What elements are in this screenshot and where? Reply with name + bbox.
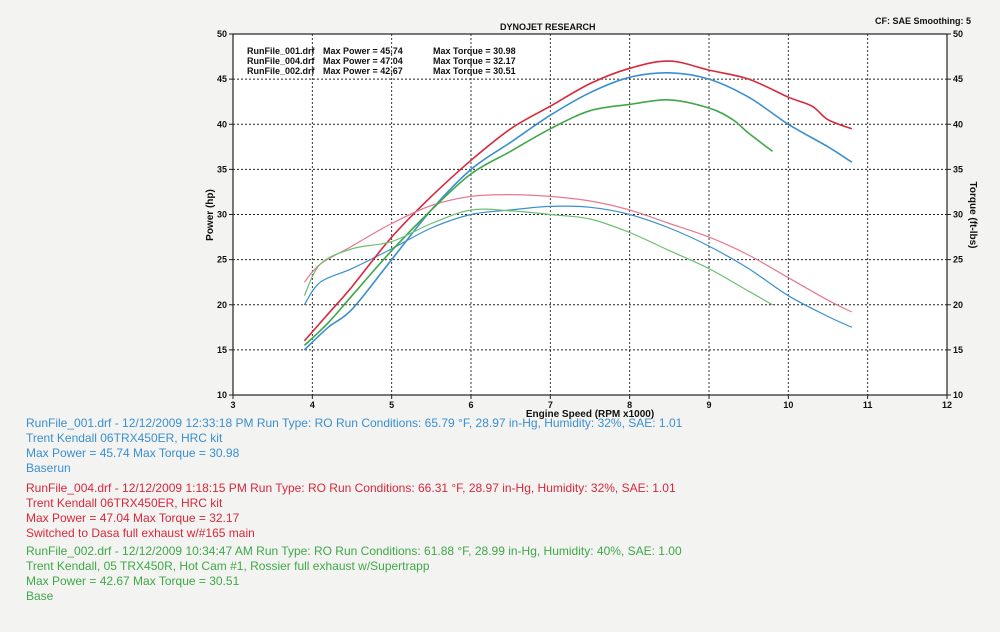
series-line-torque [303, 194, 853, 313]
series-line-power [303, 71, 853, 351]
x-axis-label: Engine Speed (RPM x1000) [526, 409, 654, 420]
run-max-line: Max Power = 42.67 Max Torque = 30.51 [26, 574, 240, 588]
legend-file: RunFile_001.drf [247, 46, 315, 56]
y2-tick-label: 25 [953, 255, 963, 265]
run-header-line: RunFile_002.drf - 12/12/2009 10:34:47 AM… [26, 544, 682, 558]
run-vehicle-line: Trent Kendall 06TRX450ER, HRC kit [26, 431, 223, 445]
y-tick-label: 10 [217, 390, 227, 400]
run-info-block: RunFile_004.drf - 12/12/2009 1:18:15 PM … [26, 481, 676, 541]
x-tick-label: 5 [389, 400, 394, 410]
legend-max-torque: Max Torque = 30.51 [433, 66, 516, 76]
legend-file: RunFile_004.drf [247, 56, 315, 66]
legend-entry: RunFile_004.drf Max Power = 47.04 Max Torq… [242, 46, 516, 66]
legend-max-power: Max Power = 42.67 [323, 66, 403, 76]
legend-entry: RunFile_002.drf Max Power = 42.67 Max Torq… [242, 56, 516, 76]
run-vehicle-line: Trent Kendall, 05 TRX450R, Hot Cam #1, R… [26, 559, 430, 573]
y-tick-label: 45 [217, 74, 227, 84]
y2-tick-label: 30 [953, 210, 963, 220]
y2-tick-label: 35 [953, 164, 963, 174]
legend-max-power: Max Power = 45.74 [323, 46, 403, 56]
legend-max-torque: Max Torque = 32.17 [433, 56, 516, 66]
series-line-power [303, 60, 853, 342]
legend-entry: RunFile_001.drf Max Power = 45.74 Max Torq… [242, 36, 516, 56]
y-axis-label-right: Torque (ft-lbs) [967, 181, 978, 248]
y-tick-label: 30 [217, 210, 227, 220]
run-info-block: RunFile_002.drf - 12/12/2009 10:34:47 AM… [26, 544, 682, 604]
y2-tick-label: 45 [953, 74, 963, 84]
y-axis-label-left: Power (hp) [205, 189, 216, 241]
run-vehicle-line: Trent Kendall 06TRX450ER, HRC kit [26, 496, 223, 510]
y-tick-label: 15 [217, 345, 227, 355]
y-tick-label: 25 [217, 255, 227, 265]
run-header-line: RunFile_004.drf - 12/12/2009 1:18:15 PM … [26, 481, 676, 495]
y2-tick-label: 15 [953, 345, 963, 355]
run-max-line: Max Power = 47.04 Max Torque = 32.17 [26, 511, 240, 525]
series-line-torque [303, 208, 773, 306]
legend-file: RunFile_002.drf [247, 66, 315, 76]
y-tick-label: 50 [217, 29, 227, 39]
run-note-line: Base [26, 589, 54, 603]
series-line-torque [303, 205, 853, 328]
series-line-power [303, 99, 773, 346]
run-max-line: Max Power = 45.74 Max Torque = 30.98 [26, 446, 240, 460]
y2-tick-label: 40 [953, 119, 963, 129]
x-tick-label: 9 [706, 400, 711, 410]
y-tick-label: 40 [217, 119, 227, 129]
x-tick-label: 11 [863, 400, 873, 410]
x-tick-label: 12 [942, 400, 952, 410]
y-tick-label: 20 [217, 300, 227, 310]
run-info-block: RunFile_001.drf - 12/12/2009 12:33:18 PM… [26, 416, 682, 476]
x-tick-label: 7 [548, 400, 553, 410]
grid-lines [233, 34, 947, 395]
x-tick-label: 6 [468, 400, 473, 410]
x-tick-label: 8 [627, 400, 632, 410]
run-note-line: Baserun [26, 461, 71, 475]
run-note-line: Switched to Dasa full exhaust w/#165 mai… [26, 526, 255, 540]
y2-tick-label: 50 [953, 29, 963, 39]
x-tick-label: 3 [230, 400, 235, 410]
y-tick-label: 35 [217, 164, 227, 174]
x-tick-label: 4 [310, 400, 315, 410]
run-header-line: RunFile_001.drf - 12/12/2009 12:33:18 PM… [26, 416, 683, 430]
y2-tick-label: 20 [953, 300, 963, 310]
legend-max-torque: Max Torque = 30.98 [433, 46, 516, 56]
legend-max-power: Max Power = 47.04 [323, 56, 403, 66]
cf-smoothing-info: CF: SAE Smoothing: 5 [875, 16, 971, 26]
x-tick-label: 10 [783, 400, 793, 410]
series-group [303, 60, 853, 351]
y2-tick-label: 10 [953, 390, 963, 400]
chart-title: DYNOJET RESEARCH [500, 22, 596, 32]
